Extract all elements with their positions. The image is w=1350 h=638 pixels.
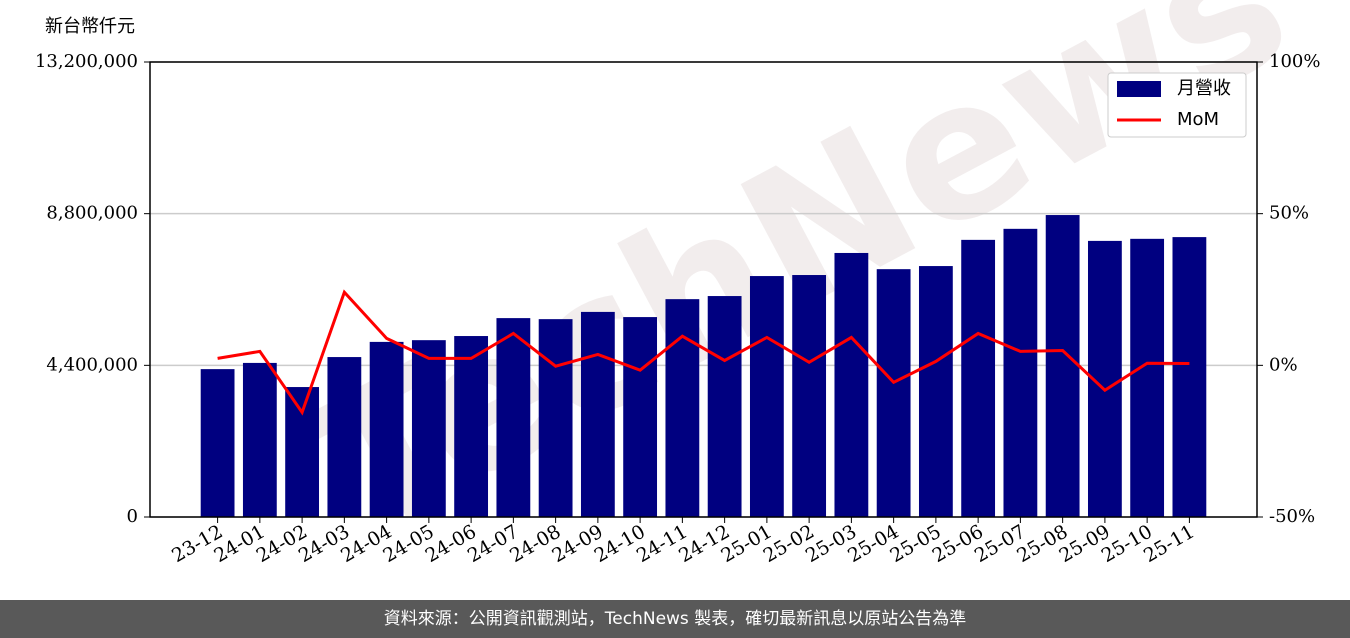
chart: TechNews 新台幣仟元 04,400,0008,800,00013,200… <box>35 0 1321 580</box>
bar <box>918 266 953 517</box>
y2-tick-label: 50% <box>1269 203 1309 224</box>
bar <box>200 369 235 517</box>
bar <box>580 311 615 517</box>
bar <box>961 239 996 517</box>
y-tick-label: 0 <box>127 506 138 527</box>
legend: 月營收 MoM <box>1107 72 1247 138</box>
bar <box>496 318 531 517</box>
y2-tick-label: 100% <box>1269 51 1320 72</box>
unit-label: 新台幣仟元 <box>45 16 135 37</box>
bar <box>454 336 489 517</box>
legend-label: MoM <box>1177 109 1219 130</box>
bar <box>411 340 446 517</box>
bar <box>1045 215 1080 517</box>
legend-label: 月營收 <box>1177 78 1231 99</box>
bar <box>1172 237 1207 517</box>
bar <box>876 269 911 517</box>
y-tick-label: 4,400,000 <box>46 354 138 375</box>
legend-swatch <box>1117 81 1161 97</box>
bar <box>1130 238 1165 518</box>
bar <box>369 341 404 517</box>
bar <box>242 362 277 517</box>
y-tick-label: 8,800,000 <box>46 203 138 224</box>
mom-line <box>217 289 1190 416</box>
y2-tick-label: 0% <box>1269 354 1298 375</box>
bar <box>665 299 700 517</box>
bar <box>834 252 869 517</box>
bar <box>285 387 320 517</box>
bar <box>749 276 784 517</box>
bar <box>623 317 658 517</box>
bar <box>327 357 362 517</box>
y2-tick-label: -50% <box>1269 506 1315 527</box>
y-tick-label: 13,200,000 <box>35 51 138 72</box>
bar <box>1003 228 1038 518</box>
bar <box>538 319 573 517</box>
bar <box>792 275 827 517</box>
bar <box>707 296 742 517</box>
footer: 資料來源：公開資訊觀測站，TechNews 製表，確切最新訊息以原站公告為準 <box>0 600 1350 638</box>
plot-frame <box>149 61 1258 518</box>
